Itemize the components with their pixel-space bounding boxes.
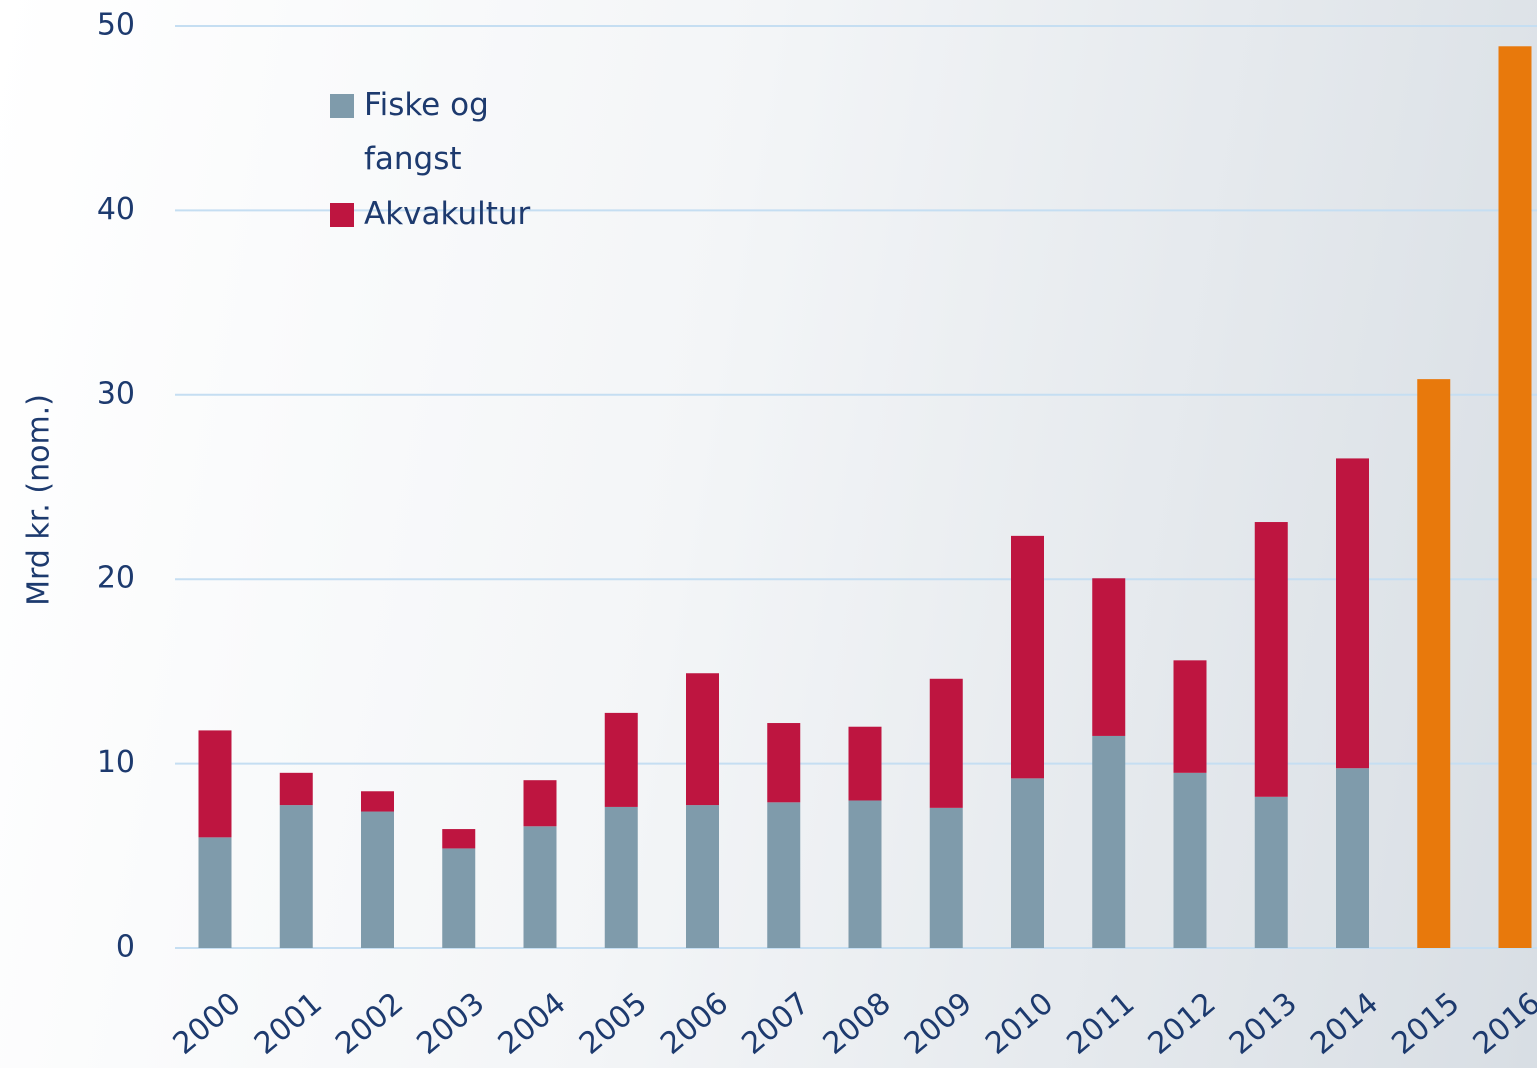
bar <box>1173 772 1207 948</box>
bar <box>848 726 882 801</box>
bar <box>1011 778 1044 948</box>
legend: Fiske og fangst Akvakultur <box>330 78 570 241</box>
y-axis-label: Mrd kr. (nom.) <box>22 394 57 606</box>
x-tick-label: 2000 <box>167 986 248 1062</box>
bar <box>1336 768 1369 948</box>
x-tick-label: 2011 <box>1060 986 1141 1062</box>
legend-item: Akvakultur <box>330 187 570 241</box>
x-tick-label: 2002 <box>329 986 410 1062</box>
bar <box>1254 796 1288 948</box>
legend-swatch <box>330 94 354 118</box>
y-tick-label: 30 <box>97 376 135 411</box>
bar <box>1011 535 1044 779</box>
bar <box>279 772 313 806</box>
bar <box>1254 522 1288 797</box>
bar <box>604 806 638 948</box>
bar <box>929 678 963 808</box>
y-tick-label: 40 <box>97 192 135 227</box>
bar <box>198 730 232 838</box>
bar <box>1498 46 1532 949</box>
bar <box>1417 379 1451 949</box>
legend-item: Fiske og fangst <box>330 78 570 187</box>
x-tick-label: 2004 <box>492 986 573 1062</box>
bar <box>1092 735 1126 948</box>
y-tick-label: 50 <box>97 8 135 43</box>
legend-label: Fiske og fangst <box>364 87 489 178</box>
bar <box>1092 578 1126 736</box>
x-tick-label: 2003 <box>410 986 491 1062</box>
legend-swatch <box>330 202 354 227</box>
x-tick-label: 2006 <box>654 986 735 1062</box>
bar <box>198 837 232 948</box>
bar <box>442 829 476 849</box>
bar <box>686 673 719 806</box>
bar <box>929 807 963 948</box>
bar <box>767 802 801 948</box>
bar <box>442 848 476 948</box>
bar <box>279 805 313 948</box>
bar <box>767 723 801 803</box>
bar <box>686 805 719 948</box>
x-tick-label: 2009 <box>898 986 979 1062</box>
bar <box>1336 458 1369 769</box>
bar <box>604 712 638 807</box>
x-tick-label: 2001 <box>248 986 329 1062</box>
bar <box>1173 660 1207 773</box>
bar <box>848 800 882 948</box>
x-tick-label: 2005 <box>573 986 654 1062</box>
y-tick-label: 0 <box>116 930 135 965</box>
bar <box>361 791 394 812</box>
x-tick-label: 2008 <box>817 986 898 1062</box>
y-tick-label: 20 <box>97 561 135 596</box>
x-tick-label: 2013 <box>1223 986 1304 1062</box>
bar <box>523 826 557 948</box>
legend-label: Akvakultur <box>364 195 531 232</box>
bar <box>523 780 557 827</box>
x-tick-label: 2015 <box>1385 986 1466 1062</box>
x-tick-label: 2010 <box>979 986 1060 1062</box>
x-tick-label: 2014 <box>1304 986 1385 1062</box>
bar <box>361 811 394 948</box>
x-tick-label: 2016 <box>1467 986 1537 1062</box>
x-tick-label: 2012 <box>1142 986 1223 1062</box>
y-tick-label: 10 <box>97 745 135 780</box>
x-tick-label: 2007 <box>735 986 816 1062</box>
